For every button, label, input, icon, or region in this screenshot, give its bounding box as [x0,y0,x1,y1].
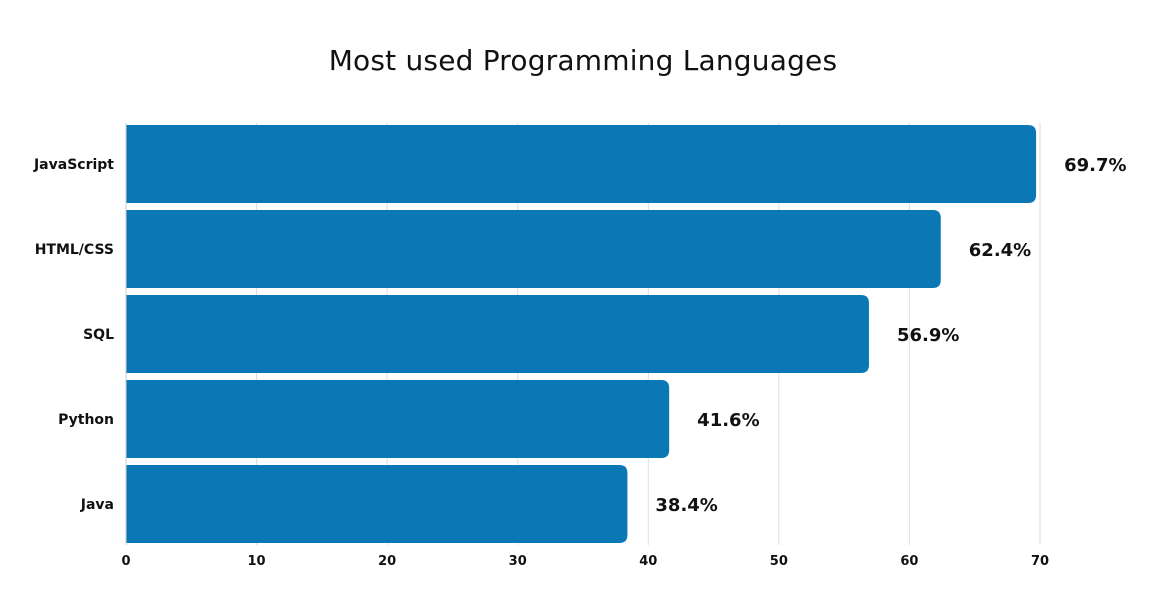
category-label: SQL [83,327,114,343]
bars [126,125,1037,543]
x-tick-label: 50 [770,554,788,569]
bar-javascript [126,125,1037,203]
data-label: 38.4% [655,495,717,516]
x-tick-label: 60 [900,554,918,569]
x-axis: 0 10 20 30 40 50 60 70 [121,123,1049,569]
x-tick-label: 30 [509,554,527,569]
data-label: 41.6% [697,410,759,431]
bar-java [126,465,628,543]
category-label: Java [80,497,114,513]
category-label: JavaScript [33,157,114,173]
category-label: HTML/CSS [35,242,114,258]
bar-sql [126,295,869,373]
data-label: 56.9% [897,325,959,346]
x-tick-label: 0 [121,554,130,569]
x-tick-label: 40 [639,554,657,569]
data-label: 69.7% [1064,155,1126,176]
labels: JavaScript 69.7% HTML/CSS 62.4% SQL 56.9% Pyth… [33,155,1127,516]
data-label: 62.4% [969,240,1031,261]
category-label: Python [58,412,114,428]
x-tick-label: 20 [378,554,396,569]
bar-python [126,380,670,458]
bar-html-css [126,210,941,288]
chart-title: Most used Programming Languages [328,44,838,77]
x-tick-label: 70 [1031,554,1049,569]
x-tick-label: 10 [248,554,266,569]
